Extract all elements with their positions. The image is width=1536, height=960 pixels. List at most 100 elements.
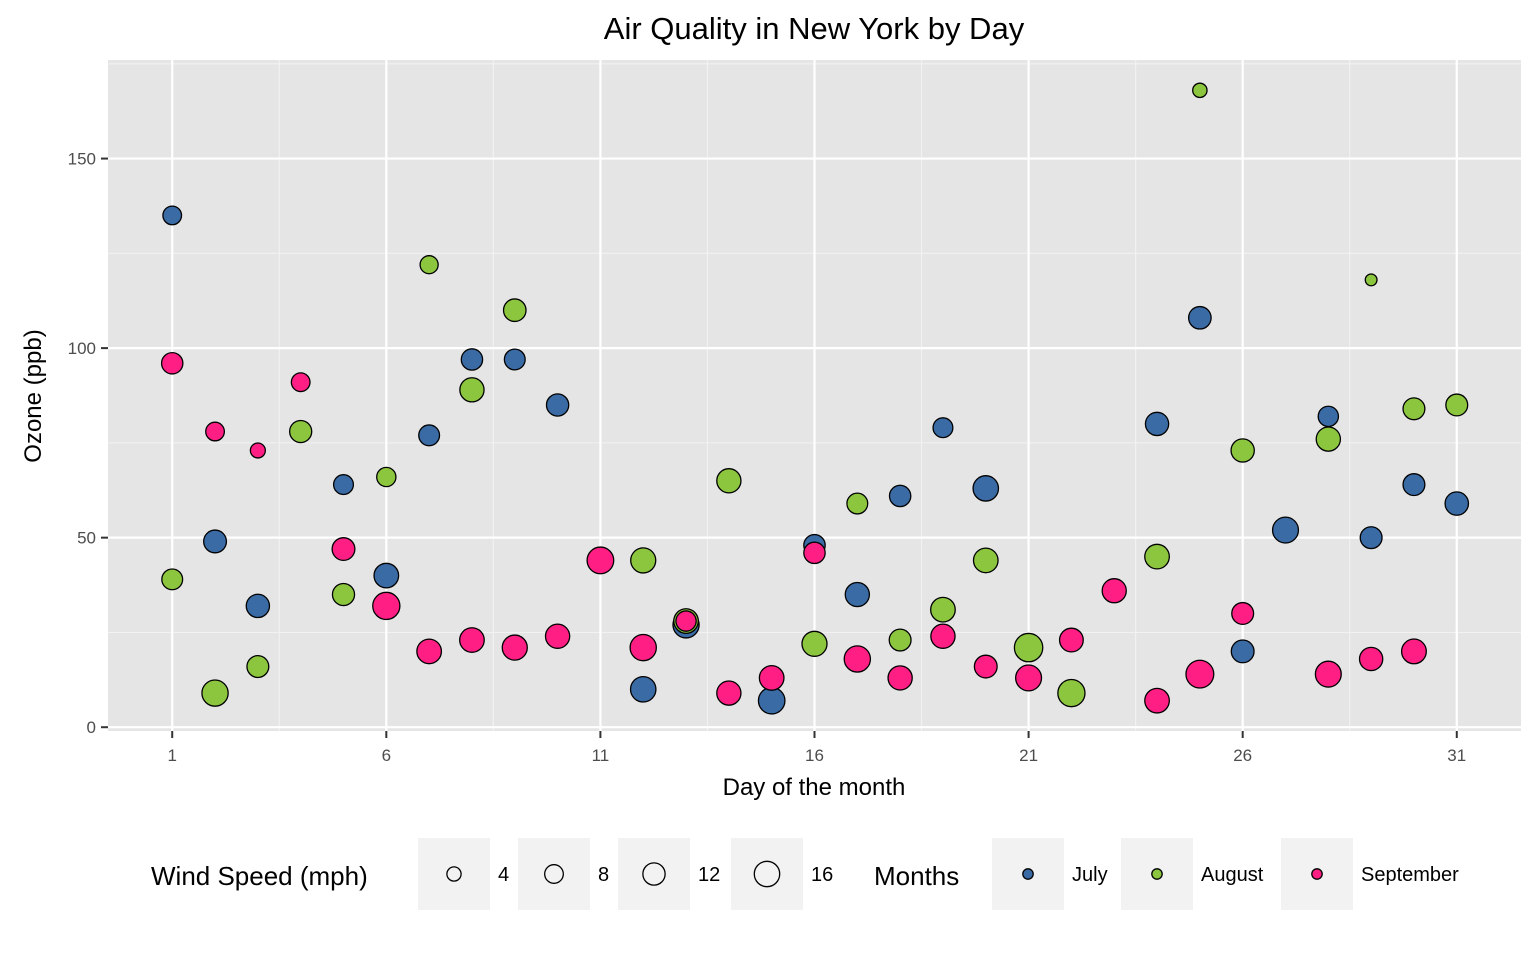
data-point [205, 421, 226, 442]
data-point [201, 679, 229, 707]
data-point [675, 610, 697, 632]
x-tick-label: 6 [382, 746, 391, 765]
data-point [459, 377, 485, 403]
data-point [972, 547, 999, 574]
x-axis-title: Day of the month [723, 774, 906, 801]
data-point [1359, 526, 1383, 550]
data-point [372, 591, 401, 621]
series-july [162, 205, 1470, 715]
size-legend-circle [642, 862, 666, 886]
y-axis-title: Ozone (ppb) [20, 329, 47, 462]
data-point [1101, 578, 1127, 604]
color-legend-title: Months [874, 861, 959, 891]
data-point [629, 633, 657, 662]
data-point [1192, 82, 1208, 99]
data-point [972, 475, 1000, 502]
data-point [162, 205, 183, 226]
data-point [419, 255, 439, 275]
data-point [586, 546, 615, 575]
data-point [716, 468, 742, 494]
data-point [932, 417, 954, 439]
data-point [801, 630, 828, 657]
data-point [161, 568, 184, 591]
data-point [1144, 411, 1170, 437]
data-point [332, 474, 355, 496]
data-point [290, 372, 311, 393]
size-legend-label: 8 [598, 864, 609, 886]
size-legend-label: 4 [498, 864, 509, 886]
size-legend-label: 12 [698, 864, 720, 886]
data-point [203, 529, 228, 554]
data-point [373, 562, 400, 589]
chart-title: Air Quality in New York by Day [604, 11, 1025, 46]
x-tick-labels: 1 6 11 16 21 26 31 [167, 746, 1466, 765]
data-point [246, 654, 270, 679]
data-point [1230, 639, 1255, 664]
data-point [844, 581, 871, 608]
x-tick-label: 21 [1019, 746, 1038, 765]
data-point [1317, 405, 1340, 428]
size-legend-circle [753, 860, 781, 888]
data-point [545, 393, 570, 417]
data-point [160, 351, 184, 375]
data-point [716, 680, 742, 706]
data-point [843, 645, 872, 673]
data-point [846, 492, 869, 515]
data-point [1058, 627, 1084, 653]
y-tick-label: 0 [87, 718, 96, 737]
data-point [331, 537, 356, 562]
color-legend-label: September [1361, 864, 1459, 886]
data-point [503, 348, 526, 371]
series-september [160, 351, 1427, 714]
data-point [803, 541, 826, 565]
data-point [1144, 543, 1170, 570]
x-tick-label: 1 [167, 746, 176, 765]
data-points [160, 82, 1470, 715]
data-point [888, 484, 912, 508]
data-point [288, 419, 313, 444]
data-point [1230, 438, 1255, 463]
color-legend-label: July [1072, 864, 1108, 886]
size-legend-keys: 4 8 12 16 [418, 838, 833, 910]
data-point [758, 664, 785, 691]
legend: Wind Speed (mph) 4 8 12 16 Months July Augus… [151, 838, 1459, 910]
y-tick-label: 100 [68, 339, 96, 358]
data-point [757, 686, 786, 715]
data-point [930, 596, 956, 623]
size-legend-circle [544, 864, 564, 884]
data-point [544, 623, 571, 649]
data-point [331, 582, 356, 607]
data-point [630, 547, 657, 574]
x-tick-label: 31 [1447, 746, 1466, 765]
size-legend-circle [446, 866, 462, 882]
x-tick-label: 11 [592, 746, 610, 765]
data-point [1187, 305, 1212, 330]
x-tick-label: 26 [1233, 746, 1252, 765]
data-point [629, 675, 657, 703]
color-legend-keys: July August September [992, 838, 1459, 910]
data-point [1364, 273, 1378, 287]
data-point [1402, 397, 1426, 421]
data-point [1358, 646, 1384, 672]
x-tick-label: 16 [805, 746, 824, 765]
data-point [1185, 659, 1215, 689]
data-point [887, 665, 913, 691]
data-point [501, 634, 528, 661]
y-tick-labels: 0 50 100 150 [68, 150, 96, 738]
y-tick-label: 50 [77, 529, 96, 548]
data-point [249, 442, 266, 459]
data-point [1015, 664, 1043, 692]
data-point [1400, 638, 1427, 665]
data-point [418, 424, 441, 447]
color-legend-swatch [1311, 868, 1323, 880]
size-legend-label: 16 [811, 864, 833, 886]
data-point [459, 627, 485, 653]
data-point [1314, 660, 1342, 688]
data-point [502, 298, 527, 323]
data-point [1445, 393, 1469, 417]
data-point [1144, 687, 1170, 714]
data-point [930, 623, 956, 649]
data-point [376, 466, 397, 488]
